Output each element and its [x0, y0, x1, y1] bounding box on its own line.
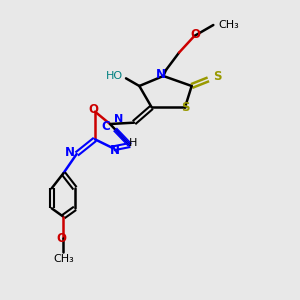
Text: S: S	[181, 101, 189, 114]
Text: N: N	[110, 144, 120, 157]
Text: S: S	[213, 70, 222, 83]
Text: CH₃: CH₃	[53, 254, 74, 264]
Text: O: O	[88, 103, 98, 116]
Text: N: N	[156, 68, 166, 80]
Text: N: N	[65, 146, 75, 160]
Text: N: N	[114, 114, 123, 124]
Text: C: C	[101, 120, 110, 133]
Text: O: O	[190, 28, 200, 41]
Text: O: O	[56, 232, 66, 245]
Text: HO: HO	[106, 71, 123, 81]
Text: CH₃: CH₃	[218, 20, 239, 30]
Text: H: H	[129, 138, 137, 148]
